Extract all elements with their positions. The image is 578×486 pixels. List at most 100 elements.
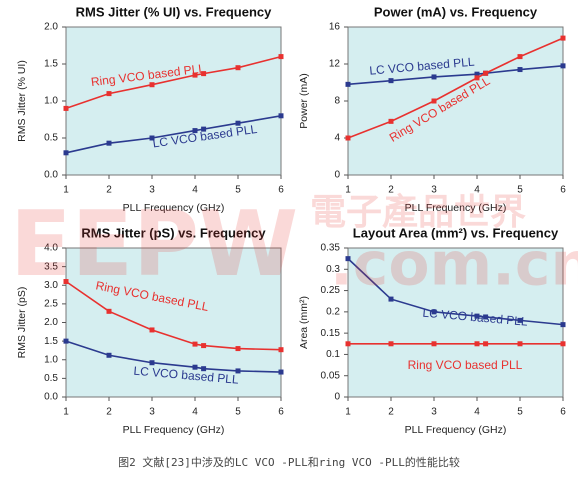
x-tick-label: 2	[106, 185, 112, 196]
data-point	[474, 313, 480, 319]
data-point	[560, 63, 566, 69]
data-point	[149, 327, 155, 333]
series-label: Ring VCO based PLL	[408, 358, 523, 372]
x-axis-label: PLL Frequency (GHz)	[123, 202, 225, 214]
y-tick-label: 1.0	[44, 354, 58, 365]
data-point	[201, 343, 207, 349]
data-point	[517, 341, 523, 347]
y-tick-label: 3.5	[44, 261, 58, 272]
data-point	[106, 91, 112, 97]
data-point	[192, 128, 198, 134]
data-point	[149, 82, 155, 88]
x-tick-label: 1	[345, 407, 351, 418]
chart-title: Layout Area (mm²) vs. Frequency	[353, 225, 559, 240]
y-tick-label: 4.0	[44, 243, 58, 254]
data-point	[63, 279, 69, 285]
data-point	[106, 308, 112, 314]
x-tick-label: 1	[345, 185, 351, 196]
data-point	[388, 296, 394, 302]
x-tick-label: 3	[431, 407, 437, 418]
data-point	[149, 135, 155, 141]
caption: 图2 文献[23]中涉及的LC VCO -PLL和ring VCO -PLL的性…	[118, 455, 460, 469]
y-tick-label: 0.0	[44, 170, 58, 181]
data-point	[517, 54, 523, 60]
data-point	[388, 341, 394, 347]
data-point	[201, 71, 207, 77]
x-tick-label: 2	[388, 407, 394, 418]
y-tick-label: 0.3	[326, 264, 340, 275]
data-point	[474, 341, 480, 347]
data-point	[278, 369, 284, 375]
data-point	[483, 70, 489, 76]
x-tick-label: 5	[517, 407, 523, 418]
data-point	[474, 75, 480, 81]
data-point	[388, 78, 394, 84]
y-axis-label: Power (mA)	[298, 73, 310, 128]
y-tick-label: 4	[334, 133, 340, 144]
y-axis-label: RMS Jitter (pS)	[16, 287, 28, 359]
data-point	[63, 150, 69, 156]
y-tick-label: 0.2	[326, 306, 340, 317]
plot-area	[65, 26, 282, 176]
y-tick-label: 16	[329, 22, 341, 33]
y-tick-label: 12	[329, 59, 341, 70]
chart-title: RMS Jitter (pS) vs. Frequency	[81, 225, 266, 240]
data-point	[235, 120, 241, 126]
data-point	[63, 338, 69, 344]
data-point	[517, 67, 523, 73]
data-point	[560, 322, 566, 328]
y-tick-label: 0.1	[326, 349, 340, 360]
data-point	[431, 74, 437, 80]
plot-area	[347, 26, 564, 176]
x-tick-label: 6	[560, 407, 566, 418]
x-tick-label: 1	[63, 185, 69, 196]
data-point	[474, 71, 480, 77]
x-axis-label: PLL Frequency (GHz)	[405, 202, 507, 214]
data-point	[431, 98, 437, 104]
y-tick-label: 0.5	[44, 373, 58, 384]
x-tick-label: 3	[149, 185, 155, 196]
data-point	[483, 314, 489, 320]
x-tick-label: 2	[106, 407, 112, 418]
data-point	[235, 346, 241, 352]
x-tick-label: 4	[474, 185, 480, 196]
data-point	[106, 140, 112, 146]
y-axis-label: RMS Jitter (% UI)	[16, 60, 28, 142]
y-tick-label: 0	[334, 170, 340, 181]
watermark-domain: .com.cn	[330, 230, 578, 300]
x-tick-label: 4	[192, 407, 198, 418]
data-point	[517, 317, 523, 323]
y-tick-label: 2.0	[44, 22, 58, 33]
x-tick-label: 3	[149, 407, 155, 418]
x-tick-label: 6	[560, 185, 566, 196]
x-tick-label: 6	[278, 185, 284, 196]
y-tick-label: 0.5	[44, 133, 58, 144]
data-point	[149, 360, 155, 366]
x-tick-label: 4	[474, 407, 480, 418]
x-tick-label: 6	[278, 407, 284, 418]
charts: RMS Jitter (% UI) vs. Frequency PLL Frequ…	[16, 4, 566, 435]
data-point	[201, 366, 207, 372]
data-point	[235, 65, 241, 71]
watermark-name: 電子產品世界	[310, 191, 526, 233]
data-point	[192, 72, 198, 78]
y-tick-label: 1.0	[44, 96, 58, 107]
data-point	[560, 341, 566, 347]
x-tick-label: 1	[63, 407, 69, 418]
y-tick-label: 0.35	[321, 243, 341, 254]
data-point	[560, 35, 566, 41]
y-tick-label: 2.5	[44, 299, 58, 310]
y-tick-label: 8	[334, 96, 340, 107]
y-tick-label: 2.0	[44, 317, 58, 328]
y-tick-label: 0.25	[321, 285, 341, 296]
data-point	[192, 341, 198, 347]
data-point	[63, 105, 69, 111]
data-point	[345, 135, 351, 141]
data-point	[278, 113, 284, 119]
x-tick-label: 3	[431, 185, 437, 196]
data-point	[388, 118, 394, 124]
chart-title: Power (mA) vs. Frequency	[374, 4, 538, 19]
x-tick-label: 4	[192, 185, 198, 196]
data-point	[431, 309, 437, 315]
